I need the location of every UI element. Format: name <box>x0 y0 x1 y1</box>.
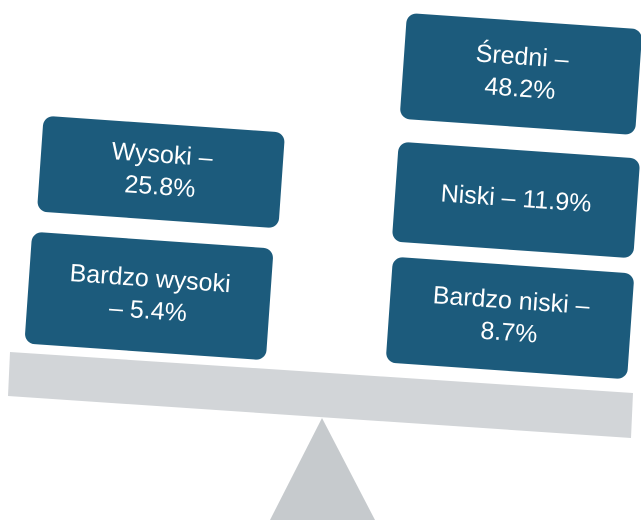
box-background <box>400 13 641 135</box>
box-label: 25.8% <box>124 170 197 203</box>
weight-box: Wysoki –25.8% <box>37 116 285 228</box>
weight-box: Bardzo niski –8.7% <box>386 257 634 379</box>
weight-box: Niski – 11.9% <box>392 142 640 258</box>
fulcrum <box>270 418 375 520</box>
box-label: 8.7% <box>480 317 539 349</box>
boxes: Wysoki –25.8%Bardzo wysoki– 5.4% Średni –… <box>25 13 641 379</box>
box-label: 48.2% <box>484 72 557 105</box>
box-label: – 5.4% <box>108 294 188 327</box>
weight-box: Bardzo wysoki– 5.4% <box>25 232 273 360</box>
beam <box>8 352 633 438</box>
weight-box: Średni –48.2% <box>400 13 641 135</box>
box-background <box>386 257 634 379</box>
box-background <box>392 142 640 258</box>
box-background <box>25 232 273 360</box>
box-background <box>37 116 285 228</box>
